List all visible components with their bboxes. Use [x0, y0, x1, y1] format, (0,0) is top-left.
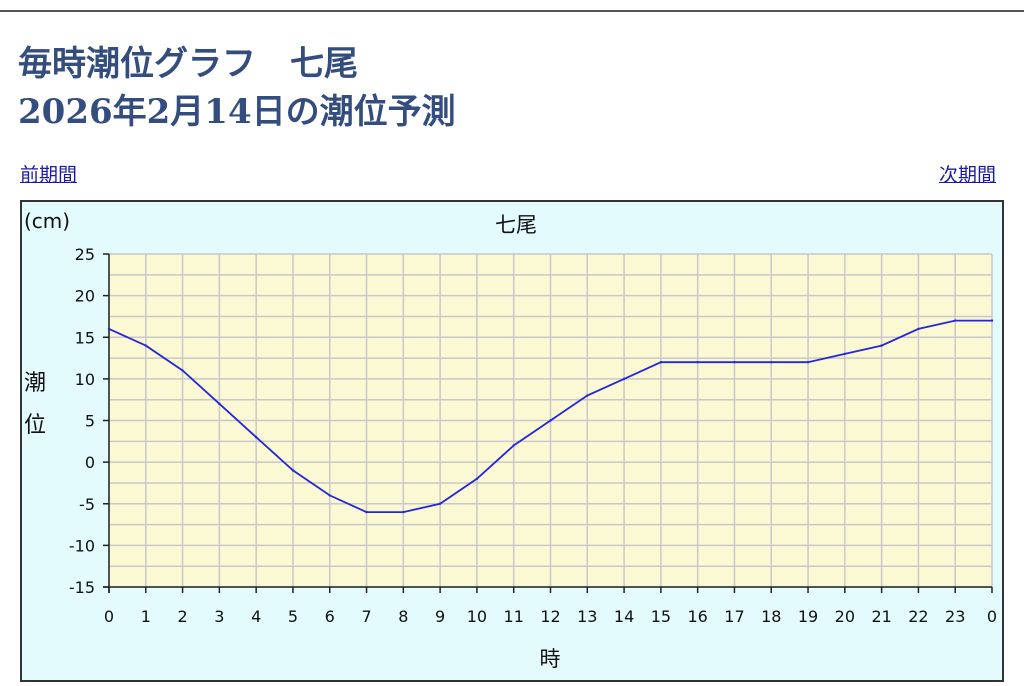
- data-point: [254, 435, 258, 439]
- data-point: [291, 469, 295, 472]
- x-tick-label: 6: [325, 607, 335, 626]
- data-point: [328, 494, 331, 497]
- y-tick-label: 15: [75, 328, 95, 347]
- x-axis-label: 時: [540, 647, 561, 671]
- data-point: [843, 352, 847, 356]
- x-tick-label: 9: [435, 607, 445, 626]
- data-point: [733, 361, 736, 364]
- x-tick-label: 0: [987, 607, 997, 626]
- y-tick-label: -5: [79, 495, 95, 514]
- x-tick-label: 12: [540, 607, 560, 626]
- x-tick-label: 14: [614, 607, 634, 626]
- x-tick-label: 5: [288, 607, 298, 626]
- y-tick-label: 20: [75, 287, 95, 306]
- y-tick-label: -10: [69, 536, 95, 555]
- x-tick-label: 21: [871, 607, 891, 626]
- data-point: [181, 369, 184, 372]
- x-tick-label: 20: [835, 607, 855, 626]
- x-tick-label: 8: [398, 607, 408, 626]
- data-point: [659, 361, 663, 364]
- page-title-line2: 2026年2月14日の潮位予測: [18, 92, 456, 132]
- x-tick-label: 13: [577, 607, 597, 626]
- data-point: [549, 419, 552, 422]
- x-tick-label: 23: [945, 607, 965, 626]
- next-period-link[interactable]: 次期間: [938, 164, 996, 186]
- top-divider: [0, 10, 1024, 12]
- data-point: [622, 377, 626, 381]
- data-point: [107, 327, 111, 331]
- y-tick-label: 25: [75, 245, 95, 264]
- data-point: [954, 319, 957, 322]
- x-tick-label: 4: [251, 607, 261, 626]
- data-point: [438, 502, 442, 505]
- x-tick-label: 2: [177, 607, 187, 626]
- y-tick-label: 10: [75, 370, 95, 389]
- chart-title: 七尾: [495, 213, 537, 237]
- data-point: [990, 319, 994, 322]
- data-point: [218, 402, 221, 406]
- x-tick-label: 17: [724, 607, 744, 626]
- x-tick-label: 16: [687, 607, 707, 626]
- data-point: [402, 510, 405, 514]
- x-tick-label: 18: [761, 607, 781, 626]
- data-point: [806, 361, 810, 364]
- data-point: [917, 327, 920, 331]
- y-tick-label: 0: [85, 453, 95, 472]
- x-tick-label: 0: [104, 607, 114, 626]
- data-point: [696, 361, 699, 364]
- page-title: 毎時潮位グラフ 七尾 2026年2月14日の潮位予測: [18, 40, 456, 136]
- x-tick-label: 15: [651, 607, 671, 626]
- y-tick-label: 5: [85, 412, 95, 431]
- data-point: [512, 444, 515, 447]
- data-point: [880, 344, 883, 347]
- x-tick-label: 11: [504, 607, 524, 626]
- page-title-line1: 毎時潮位グラフ 七尾: [18, 44, 358, 84]
- x-tick-label: 7: [361, 607, 371, 626]
- y-axis-label: 潮位: [24, 371, 46, 438]
- data-point: [475, 477, 479, 480]
- x-tick-label: 1: [141, 607, 151, 626]
- x-tick-label: 10: [467, 607, 487, 626]
- previous-period-link[interactable]: 前期間: [20, 164, 78, 186]
- x-tick-label: 22: [908, 607, 928, 626]
- data-point: [586, 394, 589, 397]
- x-tick-label: 19: [798, 607, 818, 626]
- y-tick-label: -15: [69, 578, 95, 597]
- data-point: [770, 361, 773, 364]
- x-tick-label: 3: [214, 607, 224, 626]
- unit-label: (cm): [24, 209, 70, 233]
- data-point: [365, 510, 368, 514]
- data-point: [144, 344, 147, 347]
- tide-chart: (cm) 七尾 25 20 15 10 5 0 -5 -10 -15 0 1 2 3 4 5 6 7 8 9 10 11…: [20, 200, 1004, 682]
